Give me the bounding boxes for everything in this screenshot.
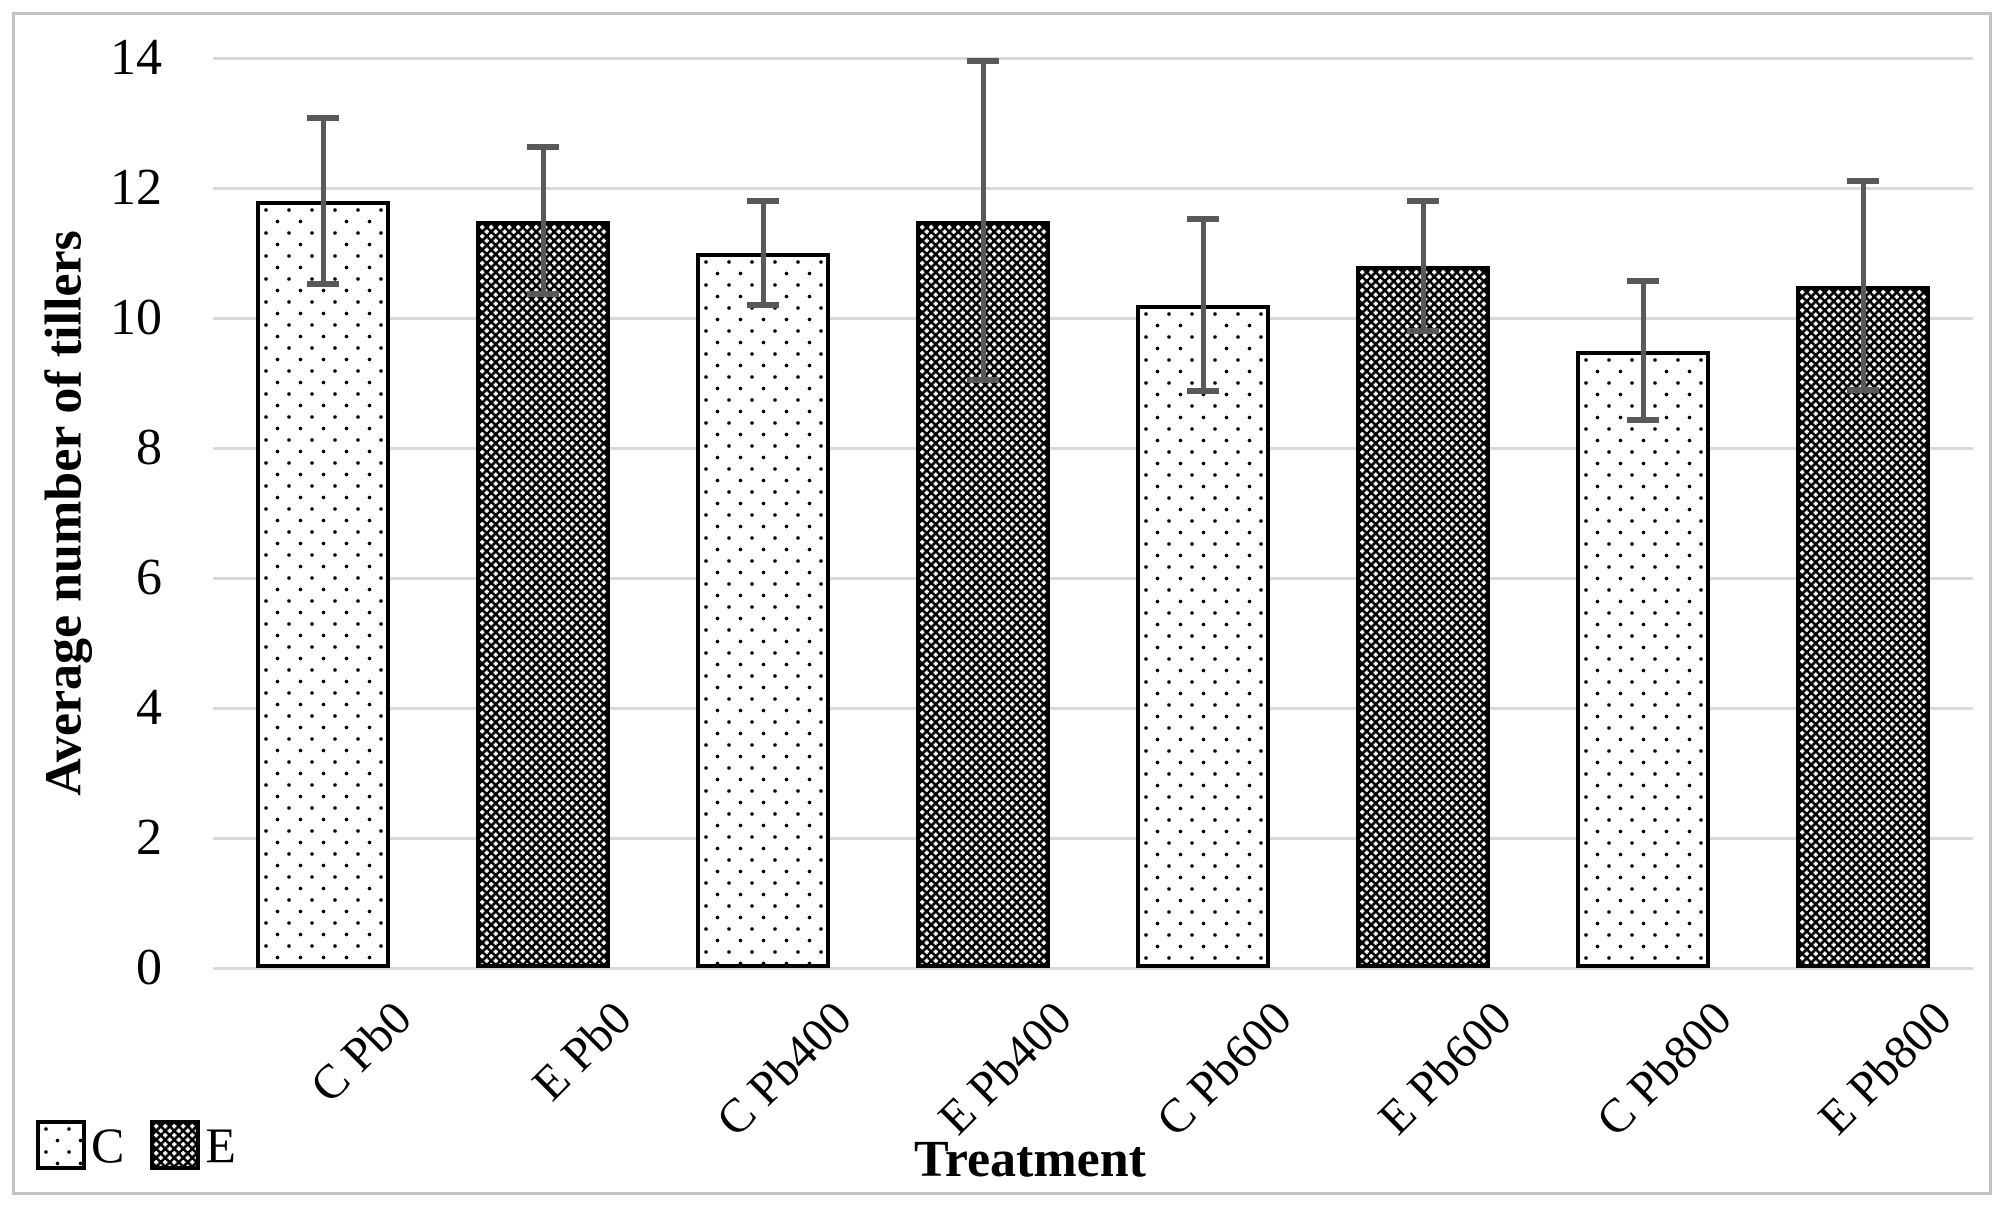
bar-c-pb0	[256, 201, 390, 968]
error-bar-c-pb0	[320, 115, 326, 287]
y-tick-label: 6	[136, 549, 162, 606]
gridline-y-8	[213, 447, 1973, 450]
gridline-y-10	[213, 317, 1973, 320]
error-bar-c-pb400	[760, 197, 766, 309]
y-tick-label: 14	[110, 29, 162, 86]
error-bar-cap-top	[527, 144, 559, 151]
error-bar-cap-bottom	[967, 377, 999, 383]
y-tick-label: 8	[136, 419, 162, 476]
error-bar-c-pb800	[1640, 277, 1646, 424]
error-bar-cap-bottom	[307, 280, 339, 287]
y-tick-label: 2	[136, 809, 162, 866]
error-bar-e-pb800	[1860, 178, 1866, 393]
legend-item-c: C	[36, 1120, 124, 1170]
error-bar-cap-top	[747, 197, 779, 204]
error-bar-cap-top	[307, 115, 339, 122]
legend-label-e: E	[205, 1117, 236, 1173]
bar-c-pb800	[1576, 350, 1710, 968]
x-category-label-c-pb0: C Pb0	[300, 991, 422, 1113]
gridline-y-14	[213, 57, 1973, 60]
error-bar-cap-top	[1847, 178, 1879, 185]
gridline-y-6	[213, 577, 1973, 580]
legend-swatch-dots	[36, 1120, 86, 1170]
gridline-y-2	[213, 837, 1973, 840]
error-bar-cap-bottom	[1847, 386, 1879, 393]
legend: C E	[36, 1120, 262, 1170]
bar-e-pb800	[1796, 285, 1930, 968]
x-axis-title: Treatment	[914, 1131, 1146, 1188]
error-bar-cap-bottom	[527, 290, 559, 297]
y-tick-label: 10	[110, 289, 162, 346]
y-axis-title: Average number of tillers	[35, 230, 93, 796]
gridline-y-4	[213, 707, 1973, 710]
error-bar-cap-bottom	[1627, 417, 1659, 424]
error-bar-cap-top	[967, 58, 999, 64]
bar-c-pb400	[696, 253, 830, 968]
y-tick-label: 4	[136, 679, 162, 736]
error-bar-cap-top	[1627, 277, 1659, 284]
error-bar-c-pb600	[1200, 215, 1206, 395]
error-bar-cap-top	[1187, 215, 1219, 222]
y-tick-label: 12	[110, 159, 162, 216]
bar-c-pb600	[1136, 305, 1270, 968]
y-tick-label: 0	[136, 939, 162, 996]
bar-e-pb0	[476, 220, 610, 968]
error-bar-cap-bottom	[1407, 328, 1439, 335]
error-bar-e-pb0	[540, 144, 546, 297]
legend-swatch-checker	[150, 1120, 201, 1170]
error-bar-e-pb400	[980, 58, 986, 383]
figure-border	[12, 12, 1992, 1195]
error-bar-e-pb600	[1420, 197, 1426, 335]
error-bar-cap-bottom	[747, 302, 779, 309]
gridline-y-12	[213, 187, 1973, 190]
error-bar-cap-top	[1407, 197, 1439, 204]
legend-item-e: E	[150, 1120, 236, 1170]
bar-e-pb600	[1356, 266, 1490, 968]
gridline-y-0	[213, 967, 1973, 970]
legend-label-c: C	[91, 1117, 125, 1173]
error-bar-cap-bottom	[1187, 388, 1219, 395]
